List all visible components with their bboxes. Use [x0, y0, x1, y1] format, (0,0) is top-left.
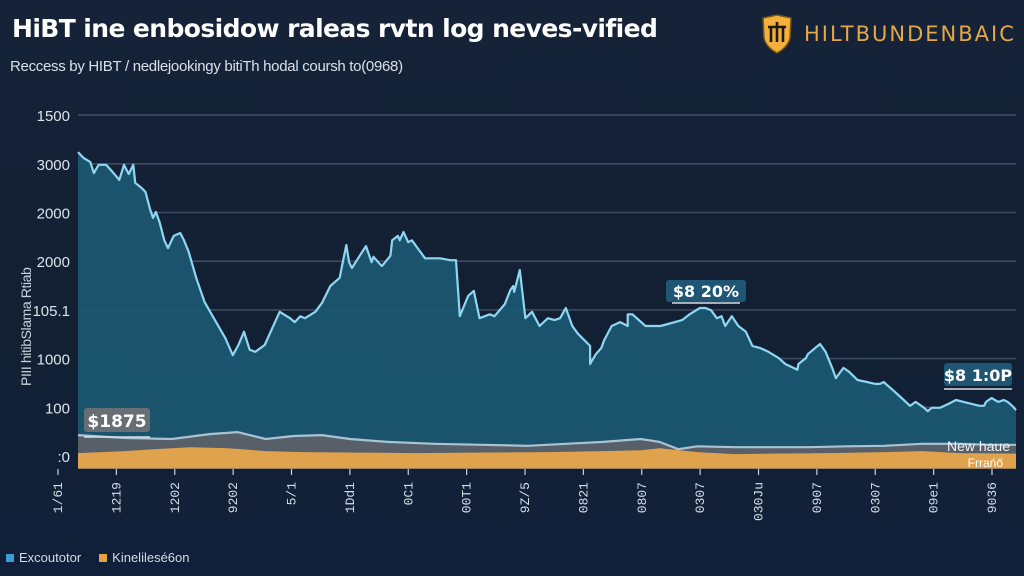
chart-title: HiBT ine enbosidow raleas rvtn log neves…: [12, 14, 658, 43]
x-tick-label: 09e1: [927, 482, 942, 513]
annotation-box: [666, 280, 746, 302]
annotation-frranő: Frrańő: [968, 456, 1004, 470]
annotation-new-haue: New haue: [947, 438, 1010, 454]
series-area-kinelilesé6on: [78, 447, 1016, 468]
x-tick-label: 0C1: [401, 482, 416, 506]
x-tick-label: 1219: [109, 482, 124, 513]
x-tick-label: 0821: [576, 482, 591, 513]
annotation-label: $8 1:0P: [944, 363, 1013, 390]
annotation-text: $8 1:0P: [944, 366, 1013, 385]
chart-subtitle: Reccess by HIBT / nedlejookingy bitiTh h…: [10, 58, 403, 75]
y-tick-label: :0: [57, 449, 70, 466]
brand-name: HILTBUNDENBAIC: [804, 22, 1016, 46]
x-tick-label: 5/1: [285, 482, 300, 506]
shield-logo-icon: [762, 14, 792, 54]
y-tick-label: 1500: [37, 108, 70, 125]
series-area-excoutotor: [78, 152, 1016, 468]
legend-swatch: [99, 553, 108, 562]
series-line-excoutotor: [77, 151, 1017, 413]
legend-swatch: [6, 553, 14, 562]
annotation-text: $8 20%: [673, 282, 739, 301]
annotation-label: $8 20%: [666, 280, 746, 304]
annotation-box: [944, 363, 1012, 386]
x-tick-label: 030Ju: [752, 482, 767, 521]
x-tick-label: 0907: [810, 482, 825, 513]
y-tick-label: 3000: [37, 157, 70, 174]
legend-label: Excoutotor: [19, 550, 82, 565]
x-tick-label: 9202: [226, 482, 241, 513]
y-tick-label: 100: [45, 400, 70, 417]
y-tick-label: 105.1: [32, 303, 70, 320]
brand-logo: HILTBUNDENBAIC: [760, 14, 1016, 54]
x-tick-label: 0307: [868, 482, 883, 513]
annotation-box: [84, 408, 150, 432]
x-tick-label: 00Т1: [460, 482, 475, 513]
annotation-text: $1875: [87, 412, 146, 432]
x-tick-label: 1202: [168, 482, 183, 513]
y-tick-label: 2000: [37, 254, 70, 271]
series-line-gray-band: [77, 430, 1016, 451]
x-tick-label: 0307: [693, 482, 708, 513]
x-tick-label: 0807: [635, 482, 650, 513]
x-tick-label: 1Dd1: [343, 482, 358, 513]
x-tick-label: 1/61: [51, 482, 66, 513]
legend-label: Kinelilesé6on: [112, 550, 190, 565]
chart-legend: Excoutotor Kinelilesé6on: [6, 550, 190, 565]
x-tick-label: 9036: [985, 482, 1000, 513]
y-tick-label: 1000: [37, 352, 70, 369]
legend-item: Kinelilesé6on: [99, 550, 190, 565]
y-tick-label: 2000: [37, 206, 70, 223]
x-tick-label: 9Z/5: [518, 482, 533, 513]
legend-item: Excoutotor: [6, 550, 81, 565]
annotation-label: $1875: [84, 408, 150, 438]
